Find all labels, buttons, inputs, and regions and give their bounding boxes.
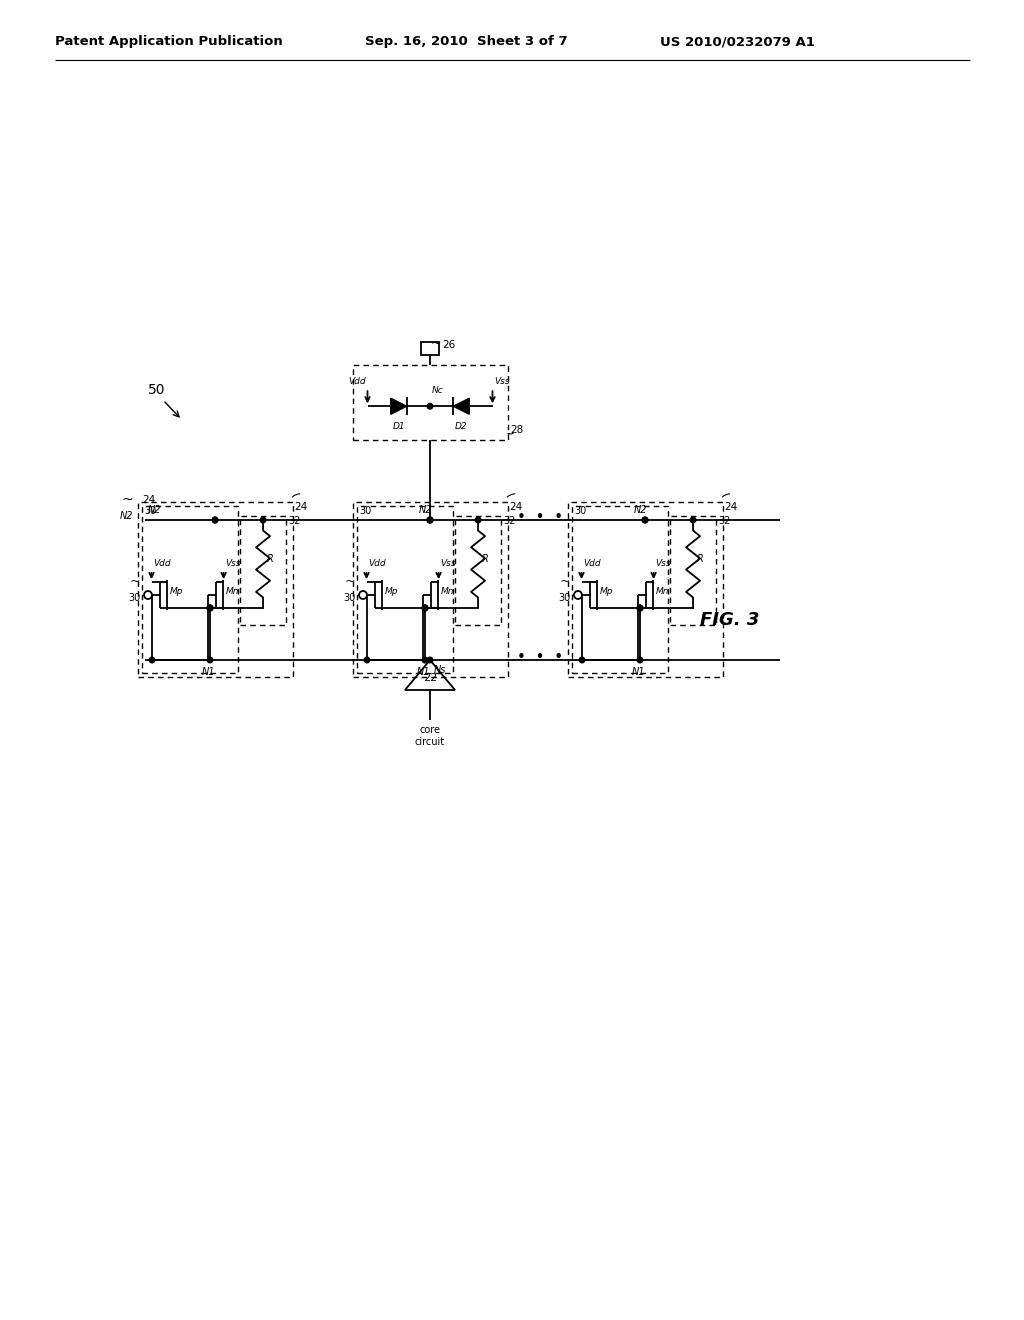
- Text: 30: 30: [144, 506, 157, 516]
- Circle shape: [580, 657, 585, 663]
- Bar: [352, 366, 508, 440]
- Circle shape: [427, 517, 433, 523]
- Text: core
circuit: core circuit: [415, 725, 445, 747]
- Text: 22: 22: [423, 673, 437, 682]
- Text: N1: N1: [631, 667, 645, 677]
- Bar: [421, 342, 439, 355]
- Circle shape: [207, 605, 213, 611]
- Circle shape: [637, 605, 643, 611]
- Text: Patent Application Publication: Patent Application Publication: [55, 36, 283, 49]
- Text: N2: N2: [148, 506, 162, 515]
- Circle shape: [422, 657, 428, 663]
- Circle shape: [212, 517, 218, 523]
- Text: 32: 32: [504, 516, 516, 525]
- Text: Sep. 16, 2010  Sheet 3 of 7: Sep. 16, 2010 Sheet 3 of 7: [365, 36, 567, 49]
- Text: R: R: [267, 554, 273, 564]
- Bar: [240, 516, 287, 624]
- Text: N2: N2: [633, 506, 647, 515]
- Text: 24: 24: [725, 502, 737, 512]
- Text: Vss: Vss: [225, 558, 242, 568]
- Text: 32: 32: [289, 516, 301, 525]
- Bar: [352, 502, 508, 677]
- Text: 28: 28: [511, 425, 523, 436]
- Circle shape: [422, 605, 428, 611]
- Text: Mn: Mn: [656, 586, 670, 595]
- Circle shape: [475, 517, 481, 523]
- Text: Vdd: Vdd: [154, 558, 171, 568]
- Text: Vdd: Vdd: [348, 378, 366, 387]
- Text: •  •  •: • • •: [517, 511, 563, 525]
- Circle shape: [637, 605, 643, 611]
- Text: Mn: Mn: [441, 586, 455, 595]
- Bar: [670, 516, 717, 624]
- Text: Vdd: Vdd: [369, 558, 386, 568]
- Text: 26: 26: [442, 339, 456, 350]
- Text: D2: D2: [455, 422, 468, 432]
- Text: Nc: Nc: [432, 387, 443, 395]
- Bar: [137, 502, 293, 677]
- Circle shape: [207, 657, 213, 663]
- Text: 30: 30: [558, 593, 570, 603]
- Text: Mp: Mp: [170, 586, 183, 595]
- Circle shape: [642, 517, 648, 523]
- Bar: [356, 506, 453, 673]
- Circle shape: [422, 605, 428, 611]
- Circle shape: [207, 605, 213, 611]
- Circle shape: [427, 404, 433, 409]
- Bar: [571, 506, 668, 673]
- Text: US 2010/0232079 A1: US 2010/0232079 A1: [660, 36, 815, 49]
- Circle shape: [150, 657, 155, 663]
- Circle shape: [365, 657, 370, 663]
- Text: N1: N1: [202, 667, 215, 677]
- Circle shape: [690, 517, 696, 523]
- Text: Mp: Mp: [600, 586, 613, 595]
- Polygon shape: [454, 399, 469, 414]
- Text: Mp: Mp: [385, 586, 398, 595]
- Text: 30: 30: [128, 593, 140, 603]
- Circle shape: [427, 657, 433, 663]
- Text: Ns: Ns: [434, 665, 446, 675]
- Bar: [141, 506, 238, 673]
- Text: Vss: Vss: [495, 378, 510, 387]
- Text: 24: 24: [510, 502, 522, 512]
- Circle shape: [260, 517, 266, 523]
- Text: 30: 30: [343, 593, 355, 603]
- Text: 50: 50: [148, 383, 166, 397]
- Text: 32: 32: [718, 516, 731, 525]
- Circle shape: [422, 605, 428, 611]
- Text: N2: N2: [418, 506, 432, 515]
- Bar: [567, 502, 723, 677]
- Text: ~: ~: [122, 492, 133, 507]
- Text: Vdd: Vdd: [584, 558, 601, 568]
- Text: N2: N2: [120, 511, 133, 521]
- Text: Mn: Mn: [226, 586, 240, 595]
- Text: Vss: Vss: [440, 558, 457, 568]
- Text: 30: 30: [574, 506, 587, 516]
- Text: ~: ~: [130, 574, 140, 587]
- Circle shape: [427, 517, 433, 523]
- Circle shape: [637, 605, 643, 611]
- Text: FIG. 3: FIG. 3: [700, 611, 760, 630]
- Circle shape: [207, 605, 213, 611]
- Text: 24: 24: [295, 502, 308, 512]
- Text: 24: 24: [142, 495, 156, 506]
- Circle shape: [427, 517, 433, 523]
- Text: ~: ~: [345, 574, 355, 587]
- Circle shape: [637, 657, 643, 663]
- Text: 30: 30: [359, 506, 372, 516]
- Circle shape: [642, 517, 648, 523]
- Text: •  •  •: • • •: [517, 651, 563, 665]
- Text: R: R: [697, 554, 703, 564]
- Circle shape: [212, 517, 218, 523]
- Text: D1: D1: [392, 422, 406, 432]
- Text: ~: ~: [560, 574, 570, 587]
- Text: Vss: Vss: [655, 558, 671, 568]
- Bar: [455, 516, 502, 624]
- Polygon shape: [391, 399, 407, 414]
- Text: ~: ~: [430, 337, 441, 350]
- Text: N1: N1: [416, 667, 430, 677]
- Text: R: R: [482, 554, 488, 564]
